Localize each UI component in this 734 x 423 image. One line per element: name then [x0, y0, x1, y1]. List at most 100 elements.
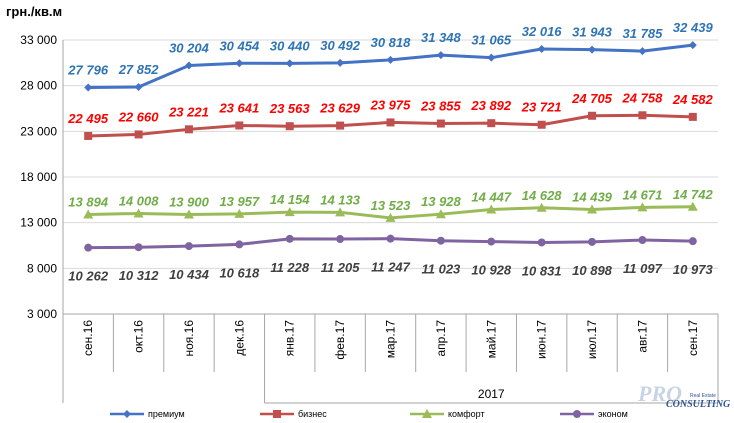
data-label: 14 133: [320, 192, 361, 207]
series-эконом: [84, 234, 697, 252]
data-label: 30 454: [219, 38, 260, 53]
data-point: [123, 410, 131, 418]
logo-text-small: Real Estate: [690, 393, 716, 399]
data-label: 10 831: [522, 263, 562, 278]
data-label: 13 900: [169, 194, 210, 209]
data-point: [386, 234, 395, 243]
data-label: 14 671: [623, 187, 663, 202]
data-label: 30 818: [371, 35, 412, 50]
data-label: 14 439: [572, 190, 613, 205]
data-point: [537, 238, 546, 247]
data-point: [537, 120, 546, 129]
data-point: [184, 125, 193, 134]
data-label: 14 008: [119, 193, 160, 208]
data-point: [84, 131, 93, 140]
data-label: 23 563: [269, 101, 311, 116]
x-tick-label: апр.17: [434, 320, 448, 357]
data-point: [588, 45, 597, 54]
data-point: [638, 111, 647, 120]
x-axis: сен.16 окт.16 ноя.16 дек.16 янв.17 фев.17 мар.…: [62, 40, 719, 404]
data-point: [385, 212, 396, 222]
series-комфорт: [83, 201, 698, 222]
data-point: [184, 61, 193, 70]
data-label: 10 618: [219, 265, 260, 280]
y-tick-label: 3 000: [27, 307, 57, 321]
legend-item-бизнес: бизнес: [260, 409, 327, 419]
x-tick-label: мар.17: [384, 320, 398, 359]
data-label: 10 434: [169, 267, 210, 282]
data-label: 24 758: [622, 90, 664, 105]
data-point: [588, 111, 597, 120]
data-point: [537, 44, 546, 53]
data-point: [134, 243, 143, 252]
data-point: [573, 410, 581, 418]
data-label: 13 928: [421, 194, 462, 209]
data-point: [436, 236, 445, 245]
y-tick-label: 18 000: [20, 170, 57, 184]
data-label: 32 439: [673, 20, 714, 35]
data-point: [587, 204, 598, 214]
data-point: [486, 204, 497, 214]
data-label: 31 943: [572, 25, 613, 40]
data-label: 27 796: [67, 63, 109, 78]
legend-label: комфорт: [448, 409, 485, 419]
data-point: [336, 58, 345, 67]
data-label: 11 228: [270, 260, 310, 275]
data-label: 31 348: [421, 30, 462, 45]
data-point: [435, 209, 446, 219]
data-point: [687, 201, 698, 211]
data-label: 23 641: [218, 100, 259, 115]
data-point: [235, 121, 244, 130]
y-tick-label: 28 000: [20, 79, 57, 93]
logo-text-main: PRO: [637, 381, 682, 406]
data-point: [83, 209, 94, 219]
data-label: 11 247: [371, 260, 411, 275]
y-tick-label: 23 000: [20, 124, 57, 138]
x-tick-label: янв.17: [283, 320, 297, 357]
data-labels: 27 796 27 852 30 204 30 454 30 440 30 492 30 8…: [67, 20, 713, 284]
data-label: 30 440: [270, 38, 311, 53]
data-label: 23 721: [521, 100, 562, 115]
data-point: [688, 237, 697, 246]
data-label: 10 312: [119, 268, 160, 283]
x-tick-label: фев.17: [333, 320, 347, 360]
data-label: 23 221: [168, 104, 209, 119]
series-group: [83, 41, 698, 252]
data-point: [637, 202, 648, 212]
data-point: [638, 47, 647, 56]
data-point: [386, 55, 395, 64]
data-label: 23 975: [370, 97, 412, 112]
data-label: 30 204: [169, 41, 210, 56]
data-label: 13 957: [219, 194, 260, 209]
legend-item-комфорт: комфорт: [410, 409, 485, 419]
y-axis-title: грн./кв.м: [6, 4, 63, 19]
data-point: [84, 243, 93, 252]
data-point: [134, 83, 143, 92]
data-point: [285, 234, 294, 243]
y-tick-label: 8 000: [27, 261, 57, 275]
data-point: [386, 118, 395, 127]
data-point: [133, 208, 144, 218]
data-point: [235, 240, 244, 249]
x-tick-label: июн.17: [535, 320, 549, 359]
data-label: 13 523: [371, 198, 412, 213]
data-label: 11 097: [623, 261, 663, 276]
data-label: 13 894: [68, 195, 109, 210]
data-label: 30 492: [320, 38, 361, 53]
data-point: [588, 237, 597, 246]
data-point: [487, 119, 496, 128]
data-label: 14 447: [471, 189, 512, 204]
data-point: [183, 209, 194, 219]
logo-text-sub: CONSULTING: [666, 399, 731, 410]
data-point: [335, 207, 346, 217]
data-label: 31 065: [471, 33, 512, 48]
data-point: [436, 51, 445, 60]
data-point: [436, 119, 445, 128]
data-point: [285, 122, 294, 131]
data-label: 14 742: [673, 187, 714, 202]
data-point: [273, 410, 281, 418]
data-point: [336, 121, 345, 130]
x-tick-label: окт.16: [132, 320, 146, 353]
